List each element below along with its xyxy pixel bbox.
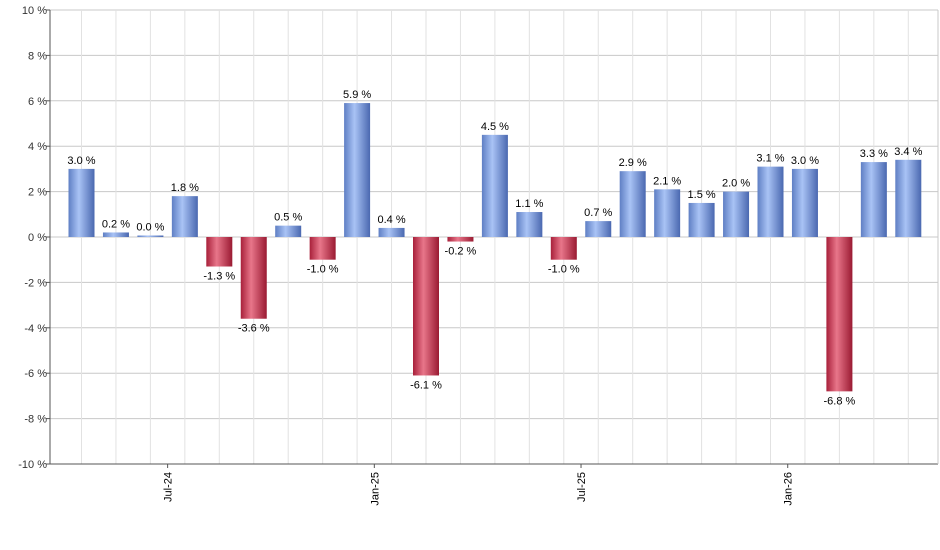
bar (103, 232, 129, 237)
y-tick-label: 2 % (28, 187, 47, 199)
data-label: 0.4 % (377, 214, 405, 226)
y-tick-label: 4 % (28, 141, 47, 153)
x-tick-label: Jan-25 (369, 472, 381, 506)
data-label: 3.3 % (860, 148, 888, 160)
data-label: 0.0 % (136, 222, 164, 234)
bar (275, 226, 301, 237)
data-label: -1.0 % (548, 264, 580, 276)
bar (758, 167, 784, 237)
bar (482, 135, 508, 237)
data-label: 3.0 % (791, 155, 819, 167)
bar (172, 196, 198, 237)
data-label: 0.5 % (274, 212, 302, 224)
x-tick-label: Jul-24 (163, 472, 175, 502)
data-label: -6.8 % (824, 395, 856, 407)
bar (689, 203, 715, 237)
axes: 10 % 8 % 6 % 4 % 2 % 0 % -2 % -4 % -6 % -8 % -10 %… (18, 5, 938, 506)
bar (413, 237, 439, 375)
bar (379, 228, 405, 237)
x-tick-label: Jan-26 (783, 472, 795, 506)
y-tick-label: 10 % (22, 5, 47, 17)
y-tick-label: -10 % (18, 459, 47, 471)
data-label: 3.1 % (756, 153, 784, 165)
data-label: -1.0 % (307, 264, 339, 276)
bar (620, 171, 646, 237)
y-tick-label: -4 % (24, 323, 47, 335)
data-label: 2.0 % (722, 178, 750, 190)
bar (826, 237, 852, 391)
y-tick-label: 6 % (28, 96, 47, 108)
data-label: -0.2 % (445, 246, 477, 258)
bar (861, 162, 887, 237)
bar (551, 237, 577, 260)
data-label: 1.1 % (515, 198, 543, 210)
bar (137, 236, 163, 238)
data-label: 2.1 % (653, 175, 681, 187)
data-label: -1.3 % (203, 271, 235, 283)
bar (310, 237, 336, 260)
y-tick-label: -6 % (24, 368, 47, 380)
bar (69, 169, 95, 237)
bar (654, 189, 680, 237)
data-label: 2.9 % (619, 157, 647, 169)
bar (206, 237, 232, 267)
data-label: 1.5 % (688, 189, 716, 201)
y-tick-label: -2 % (24, 277, 47, 289)
bar (344, 103, 370, 237)
data-label: -3.6 % (238, 323, 270, 335)
x-tick-label: Jul-25 (576, 472, 588, 502)
bar (585, 221, 611, 237)
data-label: 0.2 % (102, 218, 130, 230)
data-label: 5.9 % (343, 89, 371, 101)
bar (241, 237, 267, 319)
data-label: 1.8 % (171, 182, 199, 194)
bar (723, 192, 749, 237)
data-label: -6.1 % (410, 379, 442, 391)
bar (895, 160, 921, 237)
data-label: 3.0 % (67, 155, 95, 167)
bar (516, 212, 542, 237)
y-tick-label: 0 % (28, 232, 47, 244)
bar (792, 169, 818, 237)
data-label: 3.4 % (894, 146, 922, 158)
bar (447, 237, 473, 242)
y-tick-label: 8 % (28, 50, 47, 62)
data-label: 4.5 % (481, 121, 509, 133)
y-tick-label: -8 % (24, 414, 47, 426)
data-label: 0.7 % (584, 207, 612, 219)
